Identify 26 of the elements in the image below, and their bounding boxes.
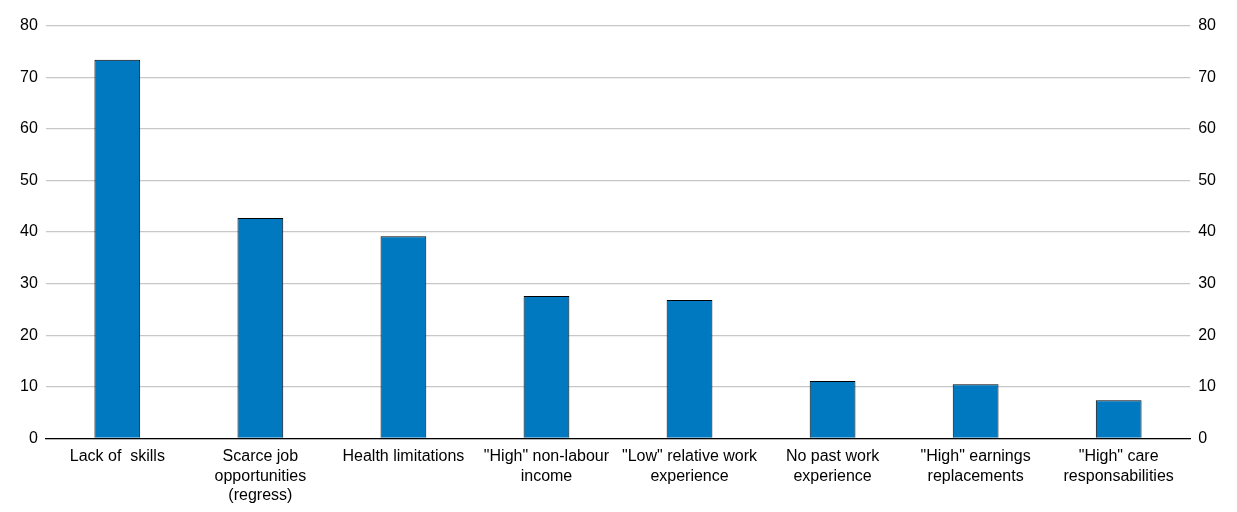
x-tick-label: Health limitations — [342, 447, 465, 465]
y-tick-label: 20 — [20, 325, 38, 343]
y2-tick-label: 10 — [1198, 377, 1217, 395]
y-tick-label: 70 — [20, 67, 38, 85]
y2-tick-label: 40 — [1198, 222, 1217, 240]
y2-tick-label: 70 — [1198, 67, 1217, 85]
y-tick-label: 0 — [28, 428, 38, 446]
x-tick-label: "High" care responsabilities — [1063, 447, 1174, 484]
y2-tick-label: 60 — [1198, 119, 1217, 137]
y-tick-label: 30 — [20, 274, 38, 292]
y2-tick-label: 30 — [1198, 274, 1217, 292]
x-tick-label: "High" earnings replacements — [920, 447, 1031, 484]
y-tick-label: 60 — [20, 119, 38, 137]
y2-tick-label: 20 — [1198, 325, 1217, 343]
y2-tick-label: 50 — [1198, 170, 1217, 188]
y-tick-label: 40 — [20, 222, 38, 240]
x-tick-label: "Low" relative work experience — [622, 447, 758, 484]
x-tick-label: No past work experience — [785, 447, 881, 484]
x-tick-label: "High" non-labour income — [483, 447, 610, 484]
y-tick-label: 80 — [20, 16, 38, 34]
x-tick-label: Lack of skills — [69, 447, 165, 465]
y2-tick-label: 0 — [1198, 428, 1208, 446]
y-tick-label: 10 — [20, 377, 38, 395]
y2-tick-label: 80 — [1198, 16, 1217, 34]
x-tick-label: Scarce job opportunities (regress) — [214, 447, 307, 503]
y-tick-label: 50 — [20, 170, 38, 188]
